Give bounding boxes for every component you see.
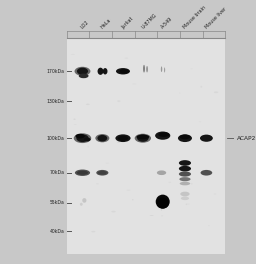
Ellipse shape	[117, 142, 120, 143]
Ellipse shape	[75, 169, 90, 176]
Ellipse shape	[161, 215, 163, 216]
Text: 130kDa: 130kDa	[47, 99, 64, 104]
Ellipse shape	[74, 67, 90, 76]
Ellipse shape	[155, 131, 170, 140]
Ellipse shape	[157, 171, 166, 175]
Ellipse shape	[156, 195, 170, 209]
Ellipse shape	[168, 182, 171, 183]
Ellipse shape	[115, 134, 131, 142]
Ellipse shape	[200, 170, 212, 176]
Ellipse shape	[178, 134, 192, 142]
Ellipse shape	[105, 163, 109, 164]
Ellipse shape	[71, 54, 75, 55]
Ellipse shape	[164, 67, 165, 73]
Text: 55kDa: 55kDa	[49, 200, 64, 205]
Text: 170kDa: 170kDa	[46, 69, 64, 74]
Text: LO2: LO2	[80, 19, 90, 30]
Text: 70kDa: 70kDa	[49, 170, 64, 175]
Ellipse shape	[96, 170, 108, 176]
Ellipse shape	[199, 121, 201, 122]
Ellipse shape	[86, 103, 90, 105]
Ellipse shape	[91, 231, 95, 232]
Ellipse shape	[77, 68, 88, 75]
Text: 100kDa: 100kDa	[47, 136, 64, 141]
Ellipse shape	[120, 69, 129, 74]
Ellipse shape	[126, 190, 131, 191]
Ellipse shape	[161, 66, 162, 72]
Ellipse shape	[214, 194, 217, 195]
Ellipse shape	[98, 68, 103, 75]
Ellipse shape	[96, 183, 99, 185]
Ellipse shape	[208, 225, 210, 226]
Ellipse shape	[98, 171, 107, 175]
Ellipse shape	[146, 66, 148, 72]
Ellipse shape	[136, 135, 149, 139]
Ellipse shape	[150, 215, 154, 216]
Ellipse shape	[135, 134, 151, 143]
Ellipse shape	[181, 197, 189, 200]
Text: Mouse liver: Mouse liver	[204, 6, 228, 30]
Ellipse shape	[180, 135, 190, 139]
Bar	[67, 38, 226, 254]
Ellipse shape	[116, 68, 130, 74]
Ellipse shape	[179, 166, 191, 171]
Ellipse shape	[80, 203, 83, 206]
Ellipse shape	[74, 133, 91, 143]
Ellipse shape	[124, 57, 128, 59]
Ellipse shape	[143, 65, 145, 73]
Ellipse shape	[117, 100, 121, 102]
Ellipse shape	[186, 203, 187, 205]
Ellipse shape	[187, 203, 190, 205]
Ellipse shape	[84, 138, 91, 142]
Ellipse shape	[76, 134, 89, 142]
Ellipse shape	[79, 74, 89, 78]
Ellipse shape	[111, 211, 116, 213]
Ellipse shape	[180, 192, 190, 196]
Ellipse shape	[74, 124, 77, 125]
Text: Mouse brain: Mouse brain	[183, 5, 207, 30]
Ellipse shape	[179, 171, 191, 177]
Text: HeLa: HeLa	[100, 17, 112, 30]
Ellipse shape	[88, 146, 89, 148]
Ellipse shape	[77, 171, 88, 175]
Ellipse shape	[132, 199, 134, 200]
Ellipse shape	[158, 132, 169, 137]
Text: Jurkat: Jurkat	[121, 16, 134, 30]
Ellipse shape	[180, 182, 190, 185]
Ellipse shape	[179, 92, 180, 94]
Ellipse shape	[103, 68, 108, 74]
Ellipse shape	[95, 134, 109, 142]
Ellipse shape	[214, 91, 218, 93]
Ellipse shape	[157, 197, 169, 208]
Text: A-549: A-549	[160, 16, 174, 30]
Ellipse shape	[190, 68, 193, 69]
Ellipse shape	[143, 141, 146, 142]
Ellipse shape	[82, 198, 87, 203]
Text: ACAP2: ACAP2	[237, 136, 256, 141]
Text: 40kDa: 40kDa	[49, 229, 64, 234]
Ellipse shape	[76, 134, 85, 138]
Ellipse shape	[200, 86, 202, 88]
Ellipse shape	[191, 183, 193, 185]
Ellipse shape	[98, 135, 107, 142]
Ellipse shape	[161, 209, 162, 211]
Ellipse shape	[179, 177, 190, 181]
Text: U-87MG: U-87MG	[141, 12, 158, 30]
Ellipse shape	[73, 119, 76, 120]
Ellipse shape	[200, 135, 213, 142]
Ellipse shape	[179, 160, 191, 166]
Ellipse shape	[118, 136, 128, 141]
Ellipse shape	[137, 135, 148, 142]
